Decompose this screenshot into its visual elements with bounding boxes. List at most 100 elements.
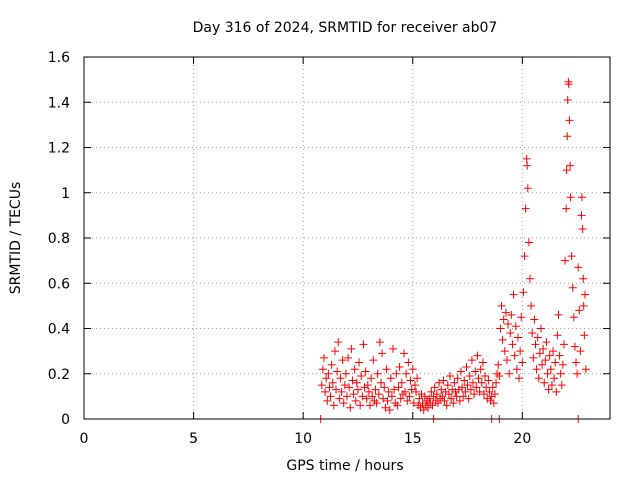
- data-point: [508, 340, 517, 349]
- data-point: [393, 401, 402, 410]
- data-point: [504, 319, 513, 328]
- data-point: [333, 367, 342, 376]
- data-point: [522, 154, 531, 163]
- data-point: [472, 383, 481, 392]
- y-tick-label: 1.2: [48, 141, 70, 157]
- data-point: [470, 390, 479, 399]
- data-point: [532, 365, 541, 374]
- data-point: [327, 360, 336, 369]
- data-point: [562, 204, 571, 213]
- data-point: [477, 378, 486, 387]
- data-point: [357, 372, 366, 381]
- data-point: [460, 376, 469, 385]
- data-point: [516, 347, 525, 356]
- data-point: [406, 376, 415, 385]
- data-point: [502, 356, 511, 365]
- data-point: [356, 401, 365, 410]
- data-point: [549, 347, 558, 356]
- data-point: [529, 353, 538, 362]
- data-point: [359, 340, 368, 349]
- data-point: [552, 387, 561, 396]
- y-tick-label: 1: [61, 186, 70, 202]
- x-tick-label: 20: [513, 431, 531, 447]
- data-point: [476, 365, 485, 374]
- data-point: [349, 390, 358, 399]
- data-point: [440, 396, 449, 405]
- data-point: [526, 274, 535, 283]
- data-point: [410, 381, 419, 390]
- data-point: [379, 394, 388, 403]
- data-point: [385, 405, 394, 414]
- data-point: [465, 372, 474, 381]
- data-point: [479, 390, 488, 399]
- data-point: [469, 378, 478, 387]
- y-tick-label: 0: [61, 412, 70, 428]
- data-point: [450, 378, 459, 387]
- data-point: [395, 362, 404, 371]
- y-axis-ticks: 0 0.2 0.4 0.6 0.8 1 1.2 1.4 1.6: [48, 50, 610, 428]
- data-point: [432, 390, 441, 399]
- data-point: [539, 344, 548, 353]
- data-point: [464, 394, 473, 403]
- data-point: [578, 224, 587, 233]
- data-point: [456, 367, 465, 376]
- data-point: [334, 338, 343, 347]
- x-tick-label: 10: [294, 431, 312, 447]
- data-point: [372, 399, 381, 408]
- data-point: [573, 369, 582, 378]
- data-point: [323, 396, 332, 405]
- data-point: [341, 369, 350, 378]
- data-point: [536, 324, 545, 333]
- data-point: [345, 383, 354, 392]
- data-point: [425, 394, 434, 403]
- data-point: [505, 369, 514, 378]
- data-point: [344, 353, 353, 362]
- data-point: [545, 351, 554, 360]
- data-point: [325, 383, 334, 392]
- data-point: [467, 356, 476, 365]
- data-point: [498, 335, 507, 344]
- data-point: [511, 322, 520, 331]
- data-point: [358, 392, 367, 401]
- data-point: [579, 301, 588, 310]
- data-point: [461, 387, 470, 396]
- y-tick-label: 0.6: [48, 276, 70, 292]
- data-point: [439, 376, 448, 385]
- data-point: [369, 356, 378, 365]
- data-point: [326, 392, 335, 401]
- data-point: [543, 369, 552, 378]
- y-tick-label: 0.2: [48, 367, 70, 383]
- data-point: [322, 374, 331, 383]
- data-point: [517, 313, 526, 322]
- data-point: [403, 396, 412, 405]
- data-point: [346, 403, 355, 412]
- data-point: [561, 256, 570, 265]
- data-point: [367, 374, 376, 383]
- y-tick-label: 0.8: [48, 231, 70, 247]
- data-point: [572, 358, 581, 367]
- data-point: [528, 329, 537, 338]
- data-point: [339, 399, 348, 408]
- data-point: [413, 374, 422, 383]
- data-point: [364, 387, 373, 396]
- data-point: [575, 306, 584, 315]
- data-point: [558, 360, 567, 369]
- data-point: [566, 193, 575, 202]
- data-point: [392, 369, 401, 378]
- data-point: [557, 381, 566, 390]
- data-point: [531, 340, 540, 349]
- data-point: [564, 80, 573, 89]
- data-point: [473, 351, 482, 360]
- data-point: [340, 381, 349, 390]
- data-point: [319, 353, 328, 362]
- data-point: [553, 331, 562, 340]
- data-point: [546, 365, 555, 374]
- chart-title: Day 316 of 2024, SRMTID for receiver ab0…: [193, 20, 498, 36]
- data-point: [438, 392, 447, 401]
- data-point: [527, 301, 536, 310]
- data-point: [507, 310, 516, 319]
- data-point: [453, 374, 462, 383]
- data-point: [534, 374, 543, 383]
- data-point: [427, 387, 436, 396]
- data-point: [348, 376, 357, 385]
